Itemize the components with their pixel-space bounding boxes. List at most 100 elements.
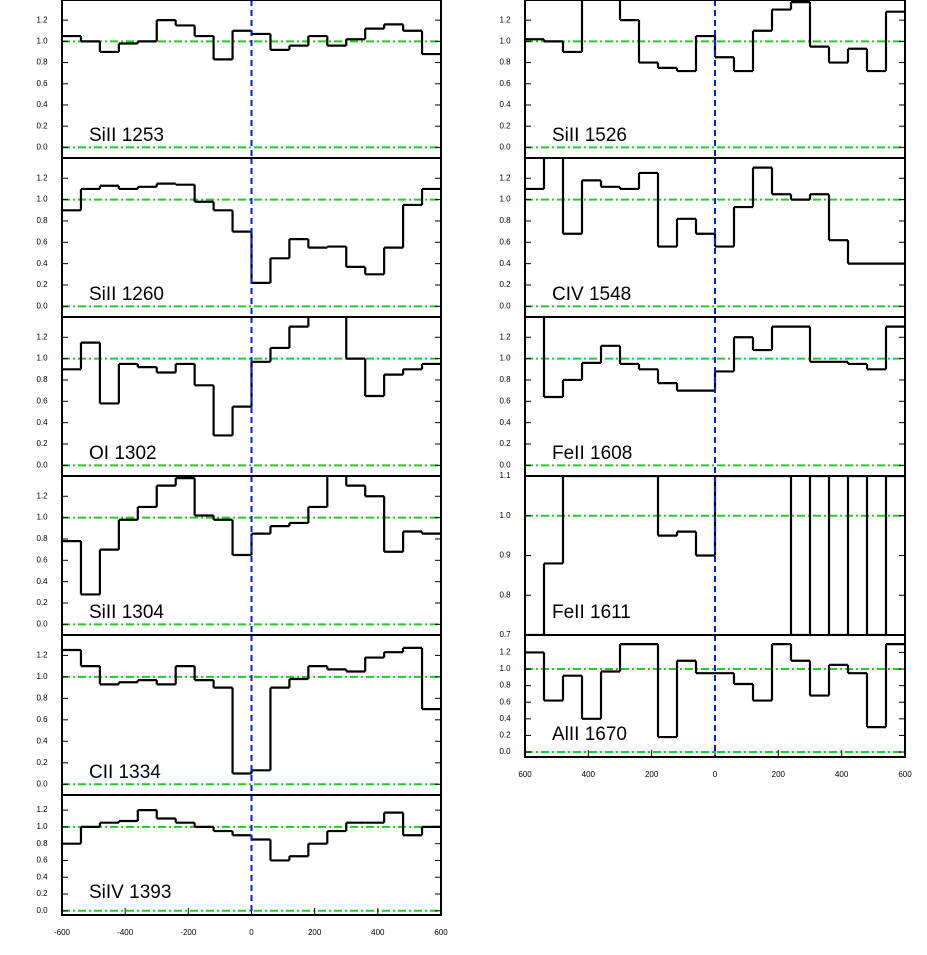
y-tick-label: 1.2: [36, 491, 48, 500]
y-tick-label: 0.0: [499, 143, 511, 152]
y-tick-label: 1.2: [499, 648, 511, 657]
panel: 0.0 0.2 0.4 0.6 0.8 1.0 1.2 OI 1302: [36, 316, 442, 477]
panel-label: FeII 1611: [552, 602, 631, 623]
y-tick-label: 0.0: [36, 143, 48, 152]
x-tick-label: 600: [518, 770, 532, 779]
panel: 0.0 0.2 0.4 0.6 0.8 1.0 1.2 600 400 200 0 200 400 600…: [499, 634, 912, 779]
y-tick-label: 1.2: [36, 332, 48, 341]
y-tick-label: 0.0: [36, 301, 48, 310]
panel-frame: [61, 794, 442, 916]
panel-label: CIV 1548: [552, 284, 631, 305]
x-tick-label: 0: [713, 770, 718, 779]
y-tick-label: 0.8: [499, 590, 511, 599]
panel: 0.0 0.2 0.4 0.6 0.8 1.0 1.2 CII 1334: [36, 634, 442, 796]
y-tick-label: 0.8: [36, 216, 48, 225]
y-tick-label: 0.4: [499, 418, 511, 427]
x-tick-label: 0: [249, 928, 254, 937]
y-tick-label: 0.2: [499, 731, 511, 740]
y-tick-label: 0.0: [36, 779, 48, 788]
y-tick-label: 0.6: [499, 697, 511, 706]
y-tick-label: 1.1: [499, 471, 511, 480]
panel-label: SiII 1260: [89, 284, 164, 305]
y-tick-label: 1.0: [36, 354, 48, 363]
panel-label: SiII 1304: [89, 602, 164, 623]
y-tick-label: 1.0: [499, 511, 511, 520]
y-tick-label: 0.2: [36, 121, 48, 130]
y-tick-label: 1.0: [36, 36, 48, 45]
x-tick-label: -600: [54, 928, 71, 937]
y-tick-label: 0.6: [499, 79, 511, 88]
panel: 0.0 0.2 0.4 0.6 0.8 1.0 1.2 CIV 1548: [499, 157, 906, 318]
y-tick-label: 0.0: [36, 619, 48, 628]
y-tick-label: 1.0: [499, 195, 511, 204]
y-tick-label: 0.4: [36, 100, 48, 109]
y-tick-label: 0.4: [499, 259, 511, 268]
panel: 0.7 0.8 0.9 1.0 1.1 FeII 1611: [499, 471, 906, 639]
panel: 0.0 0.2 0.4 0.6 0.8 1.0 1.2 SiII 1304: [36, 475, 442, 636]
y-tick-label: 0.0: [36, 906, 48, 915]
x-tick-label: 600: [434, 928, 448, 937]
x-tick-label: -400: [117, 928, 134, 937]
y-tick-label: 0.6: [36, 237, 48, 246]
y-tick-label: 0.6: [499, 237, 511, 246]
y-tick-label: 1.0: [36, 822, 48, 831]
plot-area: [525, 317, 905, 467]
y-tick-label: 0.0: [499, 747, 511, 756]
y-tick-label: 1.0: [499, 664, 511, 673]
y-tick-label: 1.0: [499, 354, 511, 363]
y-tick-label: 0.2: [36, 889, 48, 898]
plot-area: [525, 0, 905, 149]
y-tick-label: 0.2: [499, 280, 511, 289]
x-tick-label: 200: [772, 770, 786, 779]
y-tick-label: 0.6: [499, 396, 511, 405]
y-tick-label: 0.8: [36, 839, 48, 848]
y-tick-label: 0.2: [36, 439, 48, 448]
panel: 0.0 0.2 0.4 0.6 0.8 1.0 1.2 FeII 1608: [499, 316, 906, 477]
y-tick-label: 0.6: [36, 856, 48, 865]
panel: 0.0 0.2 0.4 0.6 0.8 1.0 1.2 SiII 1253: [36, 0, 442, 159]
y-tick-label: 1.0: [36, 195, 48, 204]
x-tick-label: 400: [371, 928, 385, 937]
plot-area: [525, 158, 905, 308]
x-tick-label: 200: [645, 770, 659, 779]
panel: 0.0 0.2 0.4 0.6 0.8 1.0 1.2 -600 -400 -200 0 200 400…: [36, 794, 448, 937]
y-tick-label: 1.0: [499, 36, 511, 45]
y-tick-label: 0.2: [499, 439, 511, 448]
x-tick-label: 400: [835, 770, 849, 779]
y-tick-label: 0.2: [36, 280, 48, 289]
y-tick-label: 0.0: [36, 460, 48, 469]
y-tick-label: 0.6: [36, 79, 48, 88]
y-tick-label: 0.4: [36, 577, 48, 586]
y-tick-label: 0.8: [499, 375, 511, 384]
y-tick-label: 0.7: [499, 630, 511, 639]
panel: 0.0 0.2 0.4 0.6 0.8 1.0 1.2 SiII 1260: [36, 157, 442, 318]
y-tick-label: 0.6: [36, 715, 48, 724]
panel-label: SiII 1526: [552, 125, 627, 146]
panel-label: SiIV 1393: [89, 882, 171, 903]
y-tick-label: 1.0: [36, 513, 48, 522]
y-tick-label: 0.8: [499, 58, 511, 67]
y-tick-label: 0.2: [36, 598, 48, 607]
y-tick-label: 0.4: [36, 736, 48, 745]
y-tick-label: 1.2: [36, 805, 48, 814]
y-tick-label: 0.8: [36, 534, 48, 543]
panel-label: AlII 1670: [552, 724, 627, 745]
plot-area: [62, 19, 441, 149]
y-tick-label: 1.2: [36, 15, 48, 24]
y-tick-label: 0.4: [499, 714, 511, 723]
x-tick-label: 400: [582, 770, 596, 779]
y-tick-label: 1.2: [36, 651, 48, 660]
y-tick-label: 0.0: [499, 301, 511, 310]
plot-area: [525, 476, 905, 635]
y-tick-label: 0.8: [36, 375, 48, 384]
x-tick-label: 200: [308, 928, 322, 937]
y-tick-label: 0.4: [36, 259, 48, 268]
panel-frame: [524, 634, 906, 758]
y-tick-label: 0.8: [499, 216, 511, 225]
plot-area: [62, 317, 441, 467]
y-tick-label: 0.8: [499, 681, 511, 690]
plot-area: [62, 646, 441, 786]
plot-area: [62, 476, 441, 626]
y-tick-label: 1.2: [499, 15, 511, 24]
